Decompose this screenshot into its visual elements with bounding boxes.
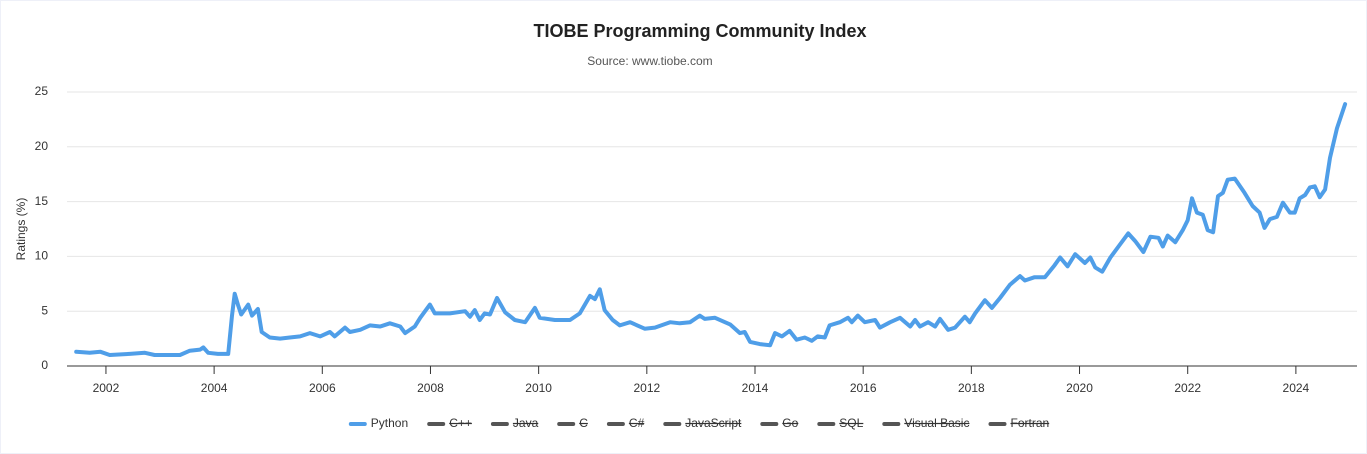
legend-item[interactable]: Java [490,416,539,430]
legend: Python C++ Java C C# JavaScript Go SQL Visual Ba… [348,416,1050,430]
x-tick-label: 2004 [201,381,228,395]
legend-item[interactable]: C++ [427,416,472,430]
series-line [74,102,1348,357]
y-tick-label: 0 [41,358,48,372]
y-tick-label: 10 [35,249,49,263]
x-tick-label: 2010 [525,381,552,395]
legend-item[interactable]: SQL [817,416,864,430]
y-tick-label: 20 [35,139,49,153]
legend-label[interactable]: JavaScript [685,416,742,430]
x-tick-label: 2018 [958,381,985,395]
x-tick-label: 2012 [633,381,660,395]
y-tick-label: 25 [35,84,49,98]
legend-item[interactable]: C# [606,416,645,430]
legend-label[interactable]: C [579,416,588,430]
x-tick-label: 2024 [1283,381,1310,395]
chart-subtitle: Source: www.tiobe.com [587,54,712,68]
legend-label[interactable]: C# [629,416,645,430]
x-tick-label: 2016 [850,381,877,395]
chart-title: TIOBE Programming Community Index [533,21,866,41]
x-tick-label: 2020 [1066,381,1093,395]
legend-label[interactable]: Fortran [1011,416,1050,430]
legend-item[interactable]: Fortran [988,416,1050,430]
x-tick-label: 2008 [417,381,444,395]
x-tick-label: 2022 [1174,381,1201,395]
x-tick-label: 2006 [309,381,336,395]
x-tick-label: 2002 [93,381,120,395]
legend-label[interactable]: Go [782,416,798,430]
legend-label[interactable]: Visual Basic [904,416,969,430]
y-axis-title: Ratings (%) [14,198,28,261]
y-tick-label: 5 [41,303,48,317]
y-tick-label: 15 [35,194,49,208]
legend-item[interactable]: Visual Basic [882,416,969,430]
plot-area: 0 5 10 15 20 25 2002 2004 2006 2008 2010 2012 2014 20… [35,84,1357,395]
x-tick-label: 2014 [742,381,769,395]
legend-item[interactable]: Python [348,416,408,430]
legend-label[interactable]: SQL [839,416,863,430]
legend-label[interactable]: Python [371,416,408,430]
legend-item[interactable]: C [557,416,588,430]
legend-item[interactable]: Go [760,416,799,430]
legend-label[interactable]: C++ [449,416,472,430]
legend-item[interactable]: JavaScript [663,416,742,430]
legend-label[interactable]: Java [513,416,539,430]
